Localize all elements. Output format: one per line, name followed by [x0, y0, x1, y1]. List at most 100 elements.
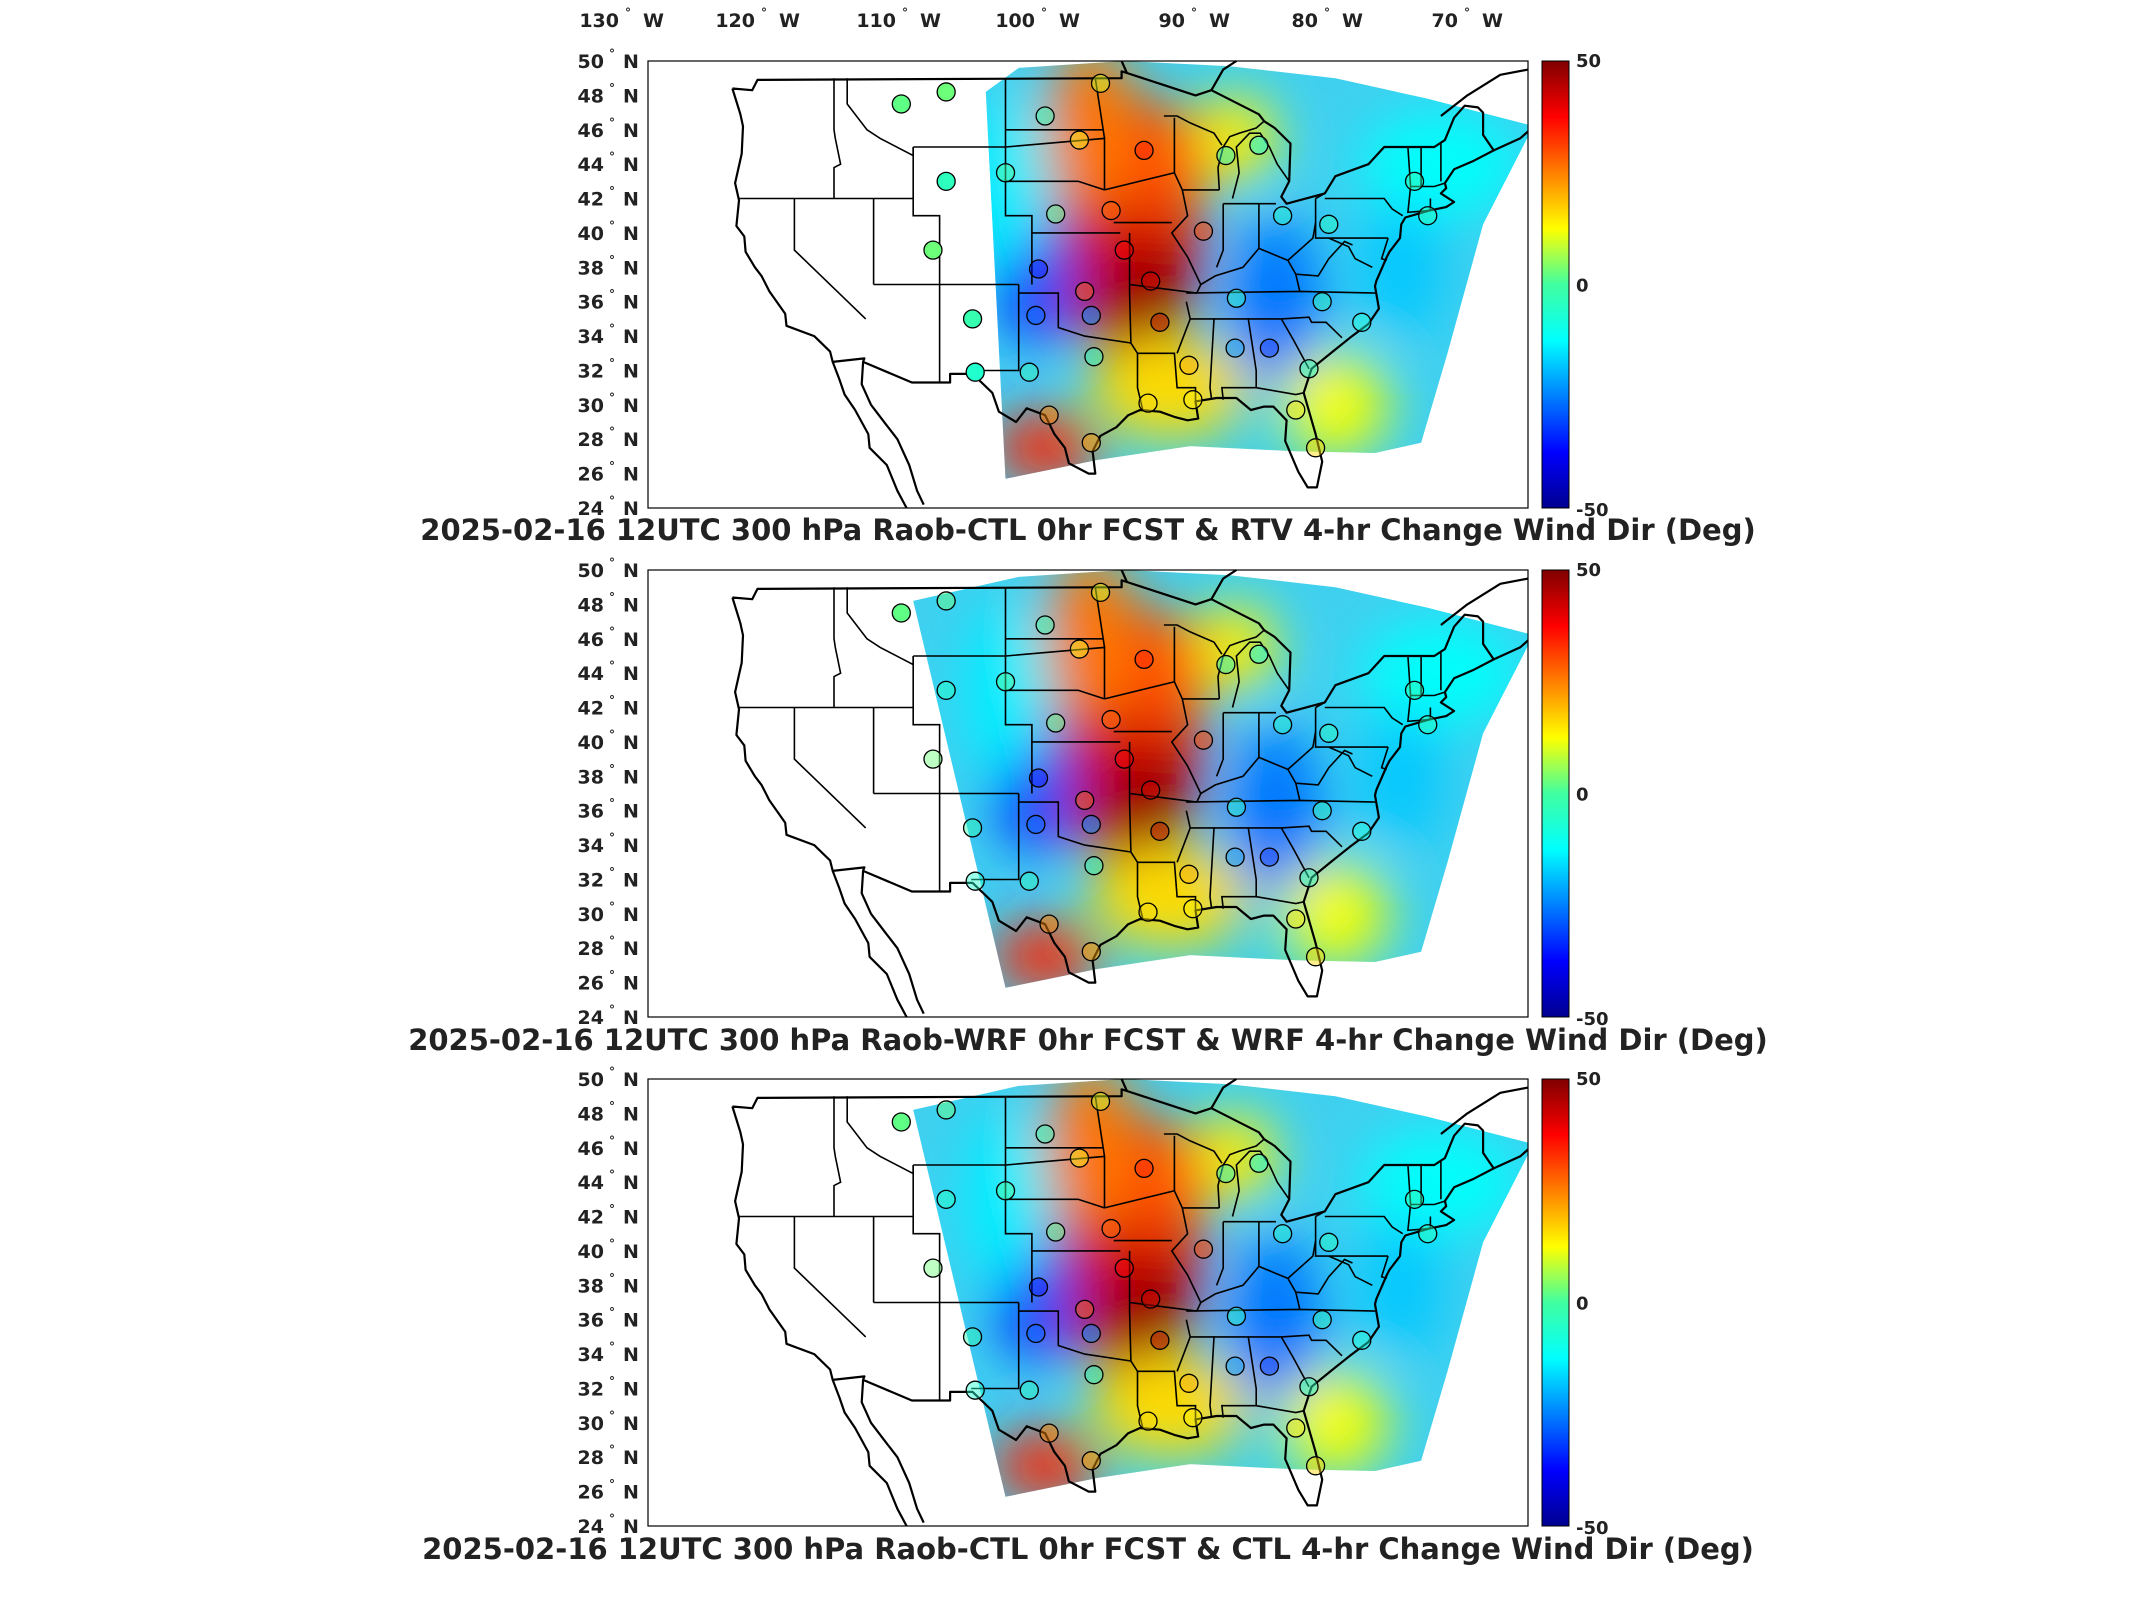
svg-text:24: 24	[578, 498, 604, 520]
station-marker	[1404, 171, 1425, 191]
lon-tick-label: 130 ° W	[579, 6, 664, 32]
station-marker	[1101, 200, 1121, 221]
svg-text:°: °	[609, 659, 615, 673]
svg-text:N: N	[623, 801, 639, 823]
lat-tick-label: 24 ° N	[578, 494, 639, 520]
station-marker	[1319, 214, 1339, 234]
station-marker	[1305, 1456, 1326, 1476]
svg-text:36: 36	[578, 801, 604, 823]
svg-text:°: °	[1191, 6, 1197, 20]
station-marker	[1084, 1365, 1104, 1385]
station-marker	[1090, 582, 1111, 602]
svg-text:36: 36	[578, 292, 604, 314]
svg-text:°: °	[609, 81, 615, 95]
station-marker	[1225, 1356, 1245, 1376]
svg-text:N: N	[623, 1344, 639, 1366]
station-marker	[1183, 390, 1203, 410]
state-boundaries	[739, 1096, 1446, 1429]
svg-text:N: N	[623, 973, 639, 995]
svg-text:N: N	[623, 498, 639, 520]
wind-dir-change-field	[913, 570, 1528, 988]
svg-text:N: N	[623, 1007, 639, 1029]
lat-tick-label: 30 ° N	[578, 391, 639, 417]
svg-text:38: 38	[578, 766, 604, 788]
svg-text:130: 130	[579, 10, 619, 32]
station-marker	[995, 1181, 1016, 1201]
top-longitude-axis: 130 ° W 120 ° W 110 ° W 100 ° W 90 ° W 80 ° W 70 ° W	[579, 6, 1503, 32]
station-marker	[1028, 259, 1049, 279]
map-frame	[647, 1078, 1529, 1527]
svg-text:48: 48	[578, 1103, 604, 1125]
station-marker	[1114, 240, 1134, 260]
station-marker	[1216, 654, 1236, 675]
svg-text:40: 40	[578, 732, 604, 754]
svg-text:°: °	[609, 1306, 615, 1320]
svg-text:N: N	[623, 464, 639, 486]
station-marker	[1226, 797, 1247, 817]
station-marker	[1179, 355, 1199, 375]
lat-tick-label: 40 ° N	[578, 219, 639, 245]
lat-tick-label: 40 ° N	[578, 728, 639, 754]
svg-text:24: 24	[578, 1007, 604, 1029]
lat-tick-label: 50 ° N	[578, 1065, 639, 1091]
svg-text:N: N	[623, 1413, 639, 1435]
svg-text:W: W	[1059, 10, 1080, 32]
station-marker	[962, 1327, 983, 1347]
svg-text:N: N	[623, 835, 639, 857]
lat-tick-label: 38 ° N	[578, 1271, 639, 1297]
station-marker	[936, 1189, 956, 1209]
coastlines-borders	[731, 60, 1529, 509]
station-marker	[1319, 723, 1339, 743]
svg-text:44: 44	[578, 663, 604, 685]
lat-tick-label: 46 ° N	[578, 116, 639, 142]
svg-text:°: °	[761, 6, 767, 20]
svg-text:°: °	[609, 1512, 615, 1526]
station-marker	[1286, 1418, 1306, 1438]
svg-text:90: 90	[1159, 10, 1185, 32]
latitude-axis: 50 ° N 48 ° N 46 ° N 44 ° N 42 ° N 40 ° N 38 ° N 36 ° N 34 ° N 32 ° N…	[578, 556, 639, 1029]
map-panel-2: 50 ° N 48 ° N 46 ° N 44 ° N 42 ° N 40 ° N 38 ° N 36 ° N 34 ° N 32 ° N…	[408, 556, 1768, 1057]
colorbar-max-label: 50	[1576, 560, 1601, 581]
lon-tick-label: 100 ° W	[995, 6, 1080, 32]
station-marker	[1081, 1451, 1101, 1471]
station-marker	[1090, 73, 1111, 93]
svg-text:30: 30	[578, 904, 604, 926]
panel-title: 2025-02-16 12UTC 300 hPa Raob-CTL 0hr FC…	[420, 513, 1755, 547]
lat-tick-label: 26 ° N	[578, 969, 639, 995]
svg-text:N: N	[623, 1069, 639, 1091]
station-marker	[1272, 715, 1293, 735]
svg-text:N: N	[623, 360, 639, 382]
station-marker	[1352, 821, 1372, 841]
station-marker	[1081, 305, 1101, 326]
station-marker	[1259, 1356, 1280, 1376]
svg-text:40: 40	[578, 1241, 604, 1263]
svg-text:°: °	[609, 1065, 615, 1079]
svg-text:W: W	[1482, 10, 1503, 32]
coastlines-borders	[731, 569, 1529, 1018]
station-marker	[1019, 362, 1039, 382]
svg-text:°: °	[609, 356, 615, 370]
svg-text:W: W	[920, 10, 941, 32]
station-marker	[1312, 801, 1332, 821]
colorbar-max-label: 50	[1576, 51, 1601, 72]
station-marker	[1299, 1377, 1319, 1397]
station-marker	[1134, 1158, 1154, 1179]
station-marker	[1138, 1411, 1158, 1431]
svg-text:°: °	[609, 1003, 615, 1017]
svg-text:38: 38	[578, 257, 604, 279]
svg-text:N: N	[623, 85, 639, 107]
svg-text:120: 120	[715, 10, 755, 32]
svg-text:28: 28	[578, 938, 604, 960]
coastlines-borders	[731, 1078, 1529, 1527]
station-marker	[965, 871, 985, 891]
station-marker	[1249, 644, 1269, 664]
station-marker	[1046, 1222, 1066, 1242]
station-marker	[1259, 338, 1280, 358]
station-marker	[1418, 206, 1438, 226]
svg-text:W: W	[779, 10, 800, 32]
lat-tick-label: 48 ° N	[578, 1099, 639, 1125]
svg-text:°: °	[609, 288, 615, 302]
svg-text:N: N	[623, 1172, 639, 1194]
state-boundaries	[739, 587, 1446, 920]
svg-text:°: °	[609, 185, 615, 199]
